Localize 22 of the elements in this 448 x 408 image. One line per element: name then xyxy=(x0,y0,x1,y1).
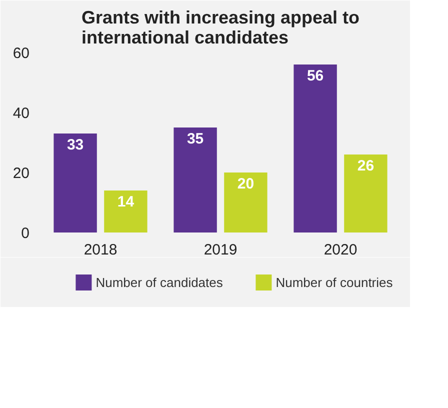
data-label: 26 xyxy=(357,158,374,174)
y-tick-label: 20 xyxy=(12,165,30,182)
bar xyxy=(344,154,388,232)
x-tick-label: 2019 xyxy=(204,242,238,258)
data-label: 56 xyxy=(306,68,324,84)
data-label: 20 xyxy=(237,176,254,192)
bar xyxy=(174,128,217,232)
bar xyxy=(104,190,148,232)
data-label: 14 xyxy=(117,194,135,210)
bar xyxy=(294,64,337,232)
x-tick-label: 2020 xyxy=(324,242,358,258)
y-tick-label: 60 xyxy=(12,45,30,62)
legend-label: Number of candidates xyxy=(96,275,224,290)
data-label: 33 xyxy=(66,136,84,154)
legend-label: Number of countries xyxy=(276,275,394,290)
y-tick-label: 40 xyxy=(12,105,30,122)
data-label: 35 xyxy=(186,130,204,148)
bar xyxy=(224,172,268,232)
bar xyxy=(54,134,97,232)
y-tick-label: 0 xyxy=(21,225,30,242)
chart-title: Grants with increasing appeal to international candidates xyxy=(81,8,360,48)
x-tick-label: 2018 xyxy=(84,242,118,258)
